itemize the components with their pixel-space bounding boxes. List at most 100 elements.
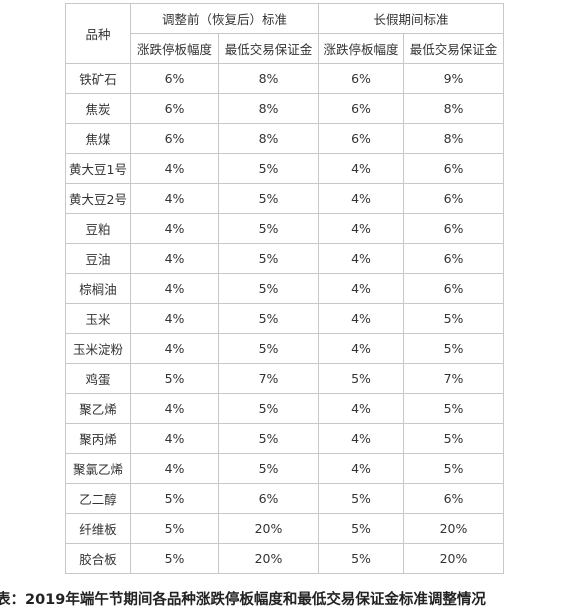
value-cell: 5% [218,423,319,454]
variety-cell: 乙二醇 [65,483,131,514]
value-cell: 9% [403,63,504,94]
value-cell: 6% [130,93,219,124]
value-cell: 5% [218,153,319,184]
table-row: 焦炭 6% 8% 6% 8% [65,93,504,124]
table-row: 豆油 4% 5% 4% 6% [65,243,504,274]
variety-cell: 聚丙烯 [65,423,131,454]
value-cell: 4% [130,153,219,184]
table-row: 黄大豆1号 4% 5% 4% 6% [65,153,504,184]
header-group: 长假期间标准 [318,3,504,34]
value-cell: 4% [130,393,219,424]
value-cell: 4% [130,333,219,364]
variety-cell: 玉米 [65,303,131,334]
value-cell: 5% [403,423,504,454]
table-row: 胶合板 5% 20% 5% 20% [65,543,504,574]
table-row: 玉米 4% 5% 4% 5% [65,303,504,334]
caption: 表：2019年端午节期间各品种涨跌停板幅度和最低交易保证金标准调整情况 [0,592,486,608]
value-cell: 8% [218,123,319,154]
variety-cell: 黄大豆1号 [65,153,131,184]
value-cell: 4% [318,153,404,184]
table-row: 乙二醇 5% 6% 5% 6% [65,483,504,514]
value-cell: 5% [218,333,319,364]
variety-cell: 豆粕 [65,213,131,244]
value-cell: 5% [318,543,404,574]
variety-cell: 聚乙烯 [65,393,131,424]
value-cell: 4% [318,303,404,334]
value-cell: 6% [403,183,504,214]
table-row: 黄大豆2号 4% 5% 4% 6% [65,183,504,214]
value-cell: 6% [318,63,404,94]
header-cell: 品种 [65,3,131,64]
table-row: 鸡蛋 5% 7% 5% 7% [65,363,504,394]
variety-cell: 焦煤 [65,123,131,154]
value-cell: 4% [318,393,404,424]
value-cell: 4% [318,273,404,304]
value-cell: 6% [403,213,504,244]
table-row: 聚丙烯 4% 5% 4% 5% [65,423,504,454]
value-cell: 6% [403,483,504,514]
value-cell: 20% [218,543,319,574]
value-cell: 5% [318,363,404,394]
value-cell: 5% [403,333,504,364]
table: 品种 调整前（恢复后）标准 长假期间标准 涨跌停板幅度 最低交易保证金 涨跌停板… [65,3,504,574]
value-cell: 4% [130,243,219,274]
value-cell: 6% [403,243,504,274]
value-cell: 4% [318,183,404,214]
header-group: 调整前（恢复后）标准 [130,3,319,34]
value-cell: 5% [403,453,504,484]
value-cell: 7% [218,363,319,394]
table-row: 棕榈油 4% 5% 4% 6% [65,273,504,304]
value-cell: 4% [318,213,404,244]
value-cell: 5% [218,303,319,334]
value-cell: 5% [130,513,219,544]
value-cell: 6% [403,153,504,184]
variety-cell: 玉米淀粉 [65,333,131,364]
value-cell: 5% [218,273,319,304]
value-cell: 6% [130,63,219,94]
value-cell: 5% [218,213,319,244]
value-cell: 20% [403,513,504,544]
value-cell: 8% [218,63,319,94]
variety-cell: 黄大豆2号 [65,183,131,214]
subheader-cell: 涨跌停板幅度 [318,33,404,64]
value-cell: 20% [218,513,319,544]
value-cell: 5% [318,483,404,514]
value-cell: 4% [130,303,219,334]
value-cell: 4% [318,333,404,364]
value-cell: 8% [403,123,504,154]
value-cell: 4% [130,213,219,244]
value-cell: 6% [218,483,319,514]
variety-cell: 焦炭 [65,93,131,124]
variety-cell: 鸡蛋 [65,363,131,394]
value-cell: 4% [130,423,219,454]
value-cell: 4% [318,453,404,484]
table-row: 聚氯乙烯 4% 5% 4% 5% [65,453,504,484]
value-cell: 8% [218,93,319,124]
value-cell: 8% [403,93,504,124]
value-cell: 5% [218,393,319,424]
subheader-cell: 最低交易保证金 [218,33,319,64]
value-cell: 5% [218,183,319,214]
value-cell: 5% [130,543,219,574]
subheader-cell: 涨跌停板幅度 [130,33,219,64]
value-cell: 6% [318,93,404,124]
value-cell: 4% [130,183,219,214]
value-cell: 5% [403,303,504,334]
table-row: 玉米淀粉 4% 5% 4% 5% [65,333,504,364]
value-cell: 4% [130,453,219,484]
value-cell: 5% [130,483,219,514]
value-cell: 6% [403,273,504,304]
variety-cell: 聚氯乙烯 [65,453,131,484]
value-cell: 5% [218,243,319,274]
value-cell: 6% [318,123,404,154]
value-cell: 20% [403,543,504,574]
value-cell: 7% [403,363,504,394]
value-cell: 5% [403,393,504,424]
table-row: 焦煤 6% 8% 6% 8% [65,123,504,154]
variety-cell: 胶合板 [65,543,131,574]
variety-cell: 铁矿石 [65,63,131,94]
table-row: 豆粕 4% 5% 4% 6% [65,213,504,244]
variety-cell: 棕榈油 [65,273,131,304]
value-cell: 4% [318,423,404,454]
